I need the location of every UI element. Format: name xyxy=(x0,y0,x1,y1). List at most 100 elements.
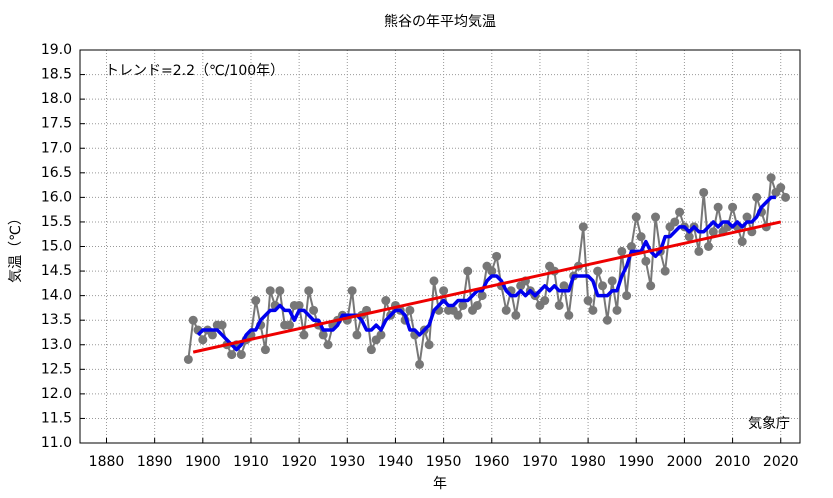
annotation: 気象庁 xyxy=(748,416,790,432)
data-point xyxy=(236,350,246,360)
data-point xyxy=(583,296,593,306)
data-point xyxy=(752,192,762,202)
data-point xyxy=(641,256,651,266)
data-point xyxy=(554,300,564,310)
data-point xyxy=(540,296,550,306)
x-tick-label: 2020 xyxy=(763,454,799,470)
data-point xyxy=(188,315,198,325)
data-point xyxy=(299,330,309,340)
data-point xyxy=(183,354,193,364)
data-point xyxy=(492,251,502,261)
annotation: トレンド=2.2（℃/100年） xyxy=(105,63,284,79)
data-point xyxy=(415,359,425,369)
x-tick-label: 1950 xyxy=(426,454,462,470)
data-point xyxy=(511,310,521,320)
x-tick-label: 1910 xyxy=(233,454,269,470)
data-point xyxy=(366,345,376,355)
y-tick-label: 16.5 xyxy=(41,165,72,181)
data-point xyxy=(429,276,439,286)
data-point xyxy=(713,202,723,212)
data-point xyxy=(472,300,482,310)
y-tick-label: 12.0 xyxy=(41,386,72,402)
y-tick-label: 18.5 xyxy=(41,67,72,83)
y-tick-label: 15.5 xyxy=(41,214,72,230)
data-point xyxy=(424,340,434,350)
y-tick-label: 16.0 xyxy=(41,189,72,205)
data-point xyxy=(588,305,598,315)
data-point xyxy=(323,340,333,350)
data-point xyxy=(501,305,511,315)
data-point xyxy=(684,232,694,242)
data-point xyxy=(602,315,612,325)
x-tick-label: 1890 xyxy=(137,454,173,470)
data-point xyxy=(304,286,314,296)
data-point xyxy=(631,212,641,222)
data-point xyxy=(612,305,622,315)
data-point xyxy=(376,330,386,340)
data-point xyxy=(405,305,415,315)
data-point xyxy=(646,281,656,291)
data-point xyxy=(275,286,285,296)
data-point xyxy=(284,320,294,330)
y-tick-label: 18.0 xyxy=(41,91,72,107)
data-point xyxy=(217,320,227,330)
x-tick-label: 1880 xyxy=(89,454,125,470)
x-tick-label: 1970 xyxy=(522,454,558,470)
data-point xyxy=(598,281,608,291)
data-point xyxy=(593,266,603,276)
y-tick-label: 12.5 xyxy=(41,361,72,377)
data-point xyxy=(381,296,391,306)
data-point xyxy=(294,300,304,310)
data-point xyxy=(776,183,786,193)
data-point xyxy=(694,246,704,256)
data-point xyxy=(737,237,747,247)
y-tick-label: 14.0 xyxy=(41,288,72,304)
data-point xyxy=(578,222,588,232)
data-point xyxy=(487,266,497,276)
data-point xyxy=(699,187,709,197)
data-point xyxy=(781,192,791,202)
data-point xyxy=(728,202,738,212)
data-point xyxy=(207,330,217,340)
x-tick-label: 2000 xyxy=(667,454,703,470)
data-point xyxy=(309,305,319,315)
data-point xyxy=(439,286,449,296)
y-axis-label: 気温（℃） xyxy=(8,211,24,283)
data-point xyxy=(564,310,574,320)
x-tick-label: 2010 xyxy=(715,454,751,470)
y-tick-label: 13.5 xyxy=(41,312,72,328)
line xyxy=(192,220,782,354)
data-point xyxy=(703,242,713,251)
data-point xyxy=(607,276,617,286)
data-point xyxy=(708,227,718,237)
x-tick-label: 1940 xyxy=(378,454,414,470)
x-tick-label: 1920 xyxy=(281,454,317,470)
data-point xyxy=(477,291,487,301)
y-tick-label: 11.0 xyxy=(41,435,72,451)
x-axis-label: 年 xyxy=(433,476,447,492)
data-point xyxy=(318,330,328,340)
y-tick-label: 13.0 xyxy=(41,337,72,353)
data-point xyxy=(347,286,357,296)
data-point xyxy=(559,281,569,291)
data-point xyxy=(352,330,362,340)
x-tick-label: 1990 xyxy=(618,454,654,470)
x-tick-label: 1900 xyxy=(185,454,221,470)
y-tick-label: 19.0 xyxy=(41,42,72,58)
data-point xyxy=(651,212,661,222)
data-point xyxy=(626,242,636,251)
data-point xyxy=(453,310,463,320)
y-tick-label: 14.5 xyxy=(41,263,72,279)
data-point xyxy=(670,217,680,227)
data-point xyxy=(463,266,473,276)
y-tick-label: 11.5 xyxy=(41,410,72,426)
chart-title: 熊谷の年平均気温 xyxy=(384,14,496,30)
x-tick-label: 1960 xyxy=(474,454,510,470)
data-point xyxy=(458,300,468,310)
data-point xyxy=(251,296,261,306)
plot-frame xyxy=(79,49,801,444)
data-point xyxy=(265,286,275,296)
x-tick-label: 1980 xyxy=(570,454,606,470)
data-point xyxy=(660,266,670,276)
data-point xyxy=(617,246,627,256)
